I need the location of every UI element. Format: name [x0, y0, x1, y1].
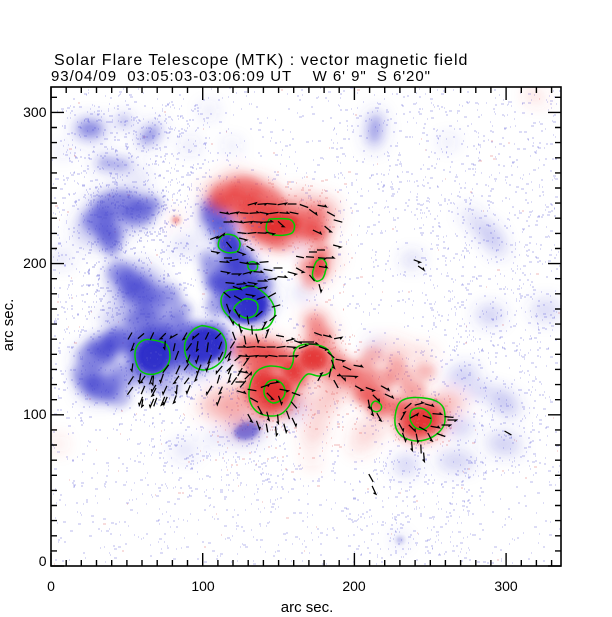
svg-text:100: 100	[191, 578, 215, 594]
svg-text:200: 200	[23, 255, 47, 271]
svg-text:arc sec.: arc sec.	[0, 299, 17, 352]
svg-text:93/04/09 03:05:03-03:06:09 UT: 93/04/09 03:05:03-03:06:09 UT W 6' 9" S …	[51, 68, 431, 85]
svg-text:100: 100	[23, 406, 47, 422]
svg-text:300: 300	[23, 104, 47, 120]
svg-text:200: 200	[342, 578, 366, 594]
svg-text:0: 0	[39, 553, 47, 569]
svg-text:Solar Flare Telescope (MTK) :: Solar Flare Telescope (MTK) : vector mag…	[54, 52, 468, 69]
svg-text:0: 0	[47, 578, 55, 594]
svg-text:arc sec.: arc sec.	[281, 599, 334, 616]
svg-text:300: 300	[494, 578, 518, 594]
